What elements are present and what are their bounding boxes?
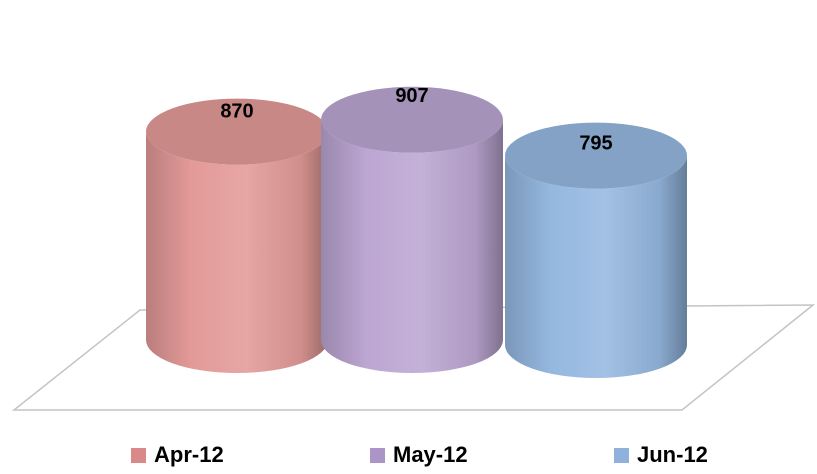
- data-label-jun-12: 795: [579, 133, 612, 155]
- chart-floor: [11, 304, 816, 411]
- data-label-apr-12: 870: [220, 101, 253, 123]
- legend-label: Jun-12: [637, 442, 708, 467]
- bar-jun-12-body: [505, 155, 687, 378]
- bar-series: [146, 86, 687, 378]
- legend-swatch: [131, 447, 146, 463]
- legend-item-apr: Apr-12: [131, 440, 224, 470]
- legend-item-may: May-12: [370, 440, 468, 470]
- bar-apr-12-top: [146, 98, 328, 165]
- bar-jun-12-top: [505, 122, 687, 189]
- bar-apr-12-body: [146, 131, 328, 373]
- legend-label: May-12: [393, 442, 468, 467]
- legend: Apr-12 May-12 Jun-12: [0, 440, 817, 470]
- data-labels: 870 907 795: [220, 85, 612, 155]
- legend-label: Apr-12: [154, 442, 224, 467]
- data-label-may-12: 907: [395, 85, 428, 107]
- legend-item-jun: Jun-12: [614, 440, 708, 470]
- bar-may-12-top: [321, 86, 503, 153]
- legend-swatch: [614, 447, 629, 463]
- legend-swatch: [370, 447, 385, 463]
- bar-may-12-body: [321, 119, 503, 373]
